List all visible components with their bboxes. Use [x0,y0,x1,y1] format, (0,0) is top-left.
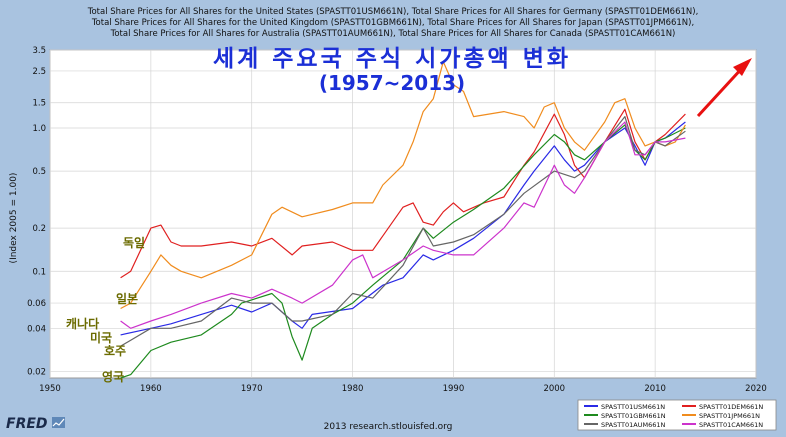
country-labels: 독일 일본 캐나다 미국 호주 영국 [66,236,145,384]
y-tick-label: 0.06 [27,299,46,309]
country-label-uk: 영국 [102,369,124,384]
y-tick-label: 1.0 [32,124,46,134]
header-line-1: Total Share Prices for All Shares for th… [87,7,699,17]
series-line-spastt01usm661n [120,121,686,336]
x-tick-label: 1990 [443,384,465,394]
fred-logo-mark-icon [52,417,65,428]
legend-label: SPASTT01DEM661N [699,403,763,411]
country-label-usa: 미국 [90,330,112,345]
x-tick-label: 1980 [342,384,364,394]
series-line-spastt01aum661n [120,115,686,347]
series-group [120,61,686,379]
x-tick-label: 1970 [241,384,263,394]
source-text: 2013 research.stlouisfed.org [324,422,453,432]
x-tick-label: 1950 [39,384,61,394]
country-label-australia: 호주 [104,344,126,358]
country-label-germany: 독일 [123,236,145,250]
y-axis: 0.02 0.04 0.06 0.1 0.2 0.5 1.0 1.5 2.5 3.5 [27,46,46,377]
legend-label: SPASTT01AUM661N [601,421,666,429]
series-line-spastt01cam661n [120,121,686,329]
y-tick-label: 1.5 [32,99,46,109]
y-tick-label: 0.2 [32,224,46,234]
fred-logo: FRED [6,416,48,432]
overlay-subtitle: (1957~2013) [319,71,465,95]
y-axis-label: (Index 2005 = 1.00) [9,173,19,264]
grid [49,49,757,378]
overlay-title: 세계 주요국 주식 시가총액 변화 [213,46,571,72]
legend: SPASTT01USM661N SPASTT01DEM661N SPASTT01GB… [577,399,777,431]
country-label-japan: 일본 [116,292,138,306]
trend-arrow [696,58,752,118]
legend-label: SPASTT01USM661N [601,403,665,411]
legend-label: SPASTT01GBM661N [601,412,666,420]
chart-header: Total Share Prices for All Shares for th… [87,7,699,39]
header-line-3: Total Share Prices for All Shares for Au… [110,29,676,39]
x-tick-label: 2010 [644,384,666,394]
legend-label: SPASTT01CAM661N [699,421,763,429]
country-label-canada: 캐나다 [66,316,99,331]
y-tick-label: 0.5 [32,167,46,177]
x-axis: 1950 1960 1970 1980 1990 2000 2010 2020 [39,384,767,394]
series-line-spastt01jpm661n [120,61,686,310]
x-tick-label: 2000 [543,384,565,394]
x-tick-label: 2020 [745,384,767,394]
plot-area [49,49,757,379]
y-tick-label: 2.5 [32,67,46,77]
y-tick-label: 0.04 [27,324,46,334]
y-tick-label: 0.02 [27,367,46,377]
x-tick-label: 1960 [140,384,162,394]
y-tick-label: 0.1 [32,267,46,277]
legend-label: SPASTT01JPM661N [699,412,760,420]
y-tick-label: 3.5 [32,46,46,56]
header-line-2: Total Share Prices for All Shares for th… [91,18,694,28]
